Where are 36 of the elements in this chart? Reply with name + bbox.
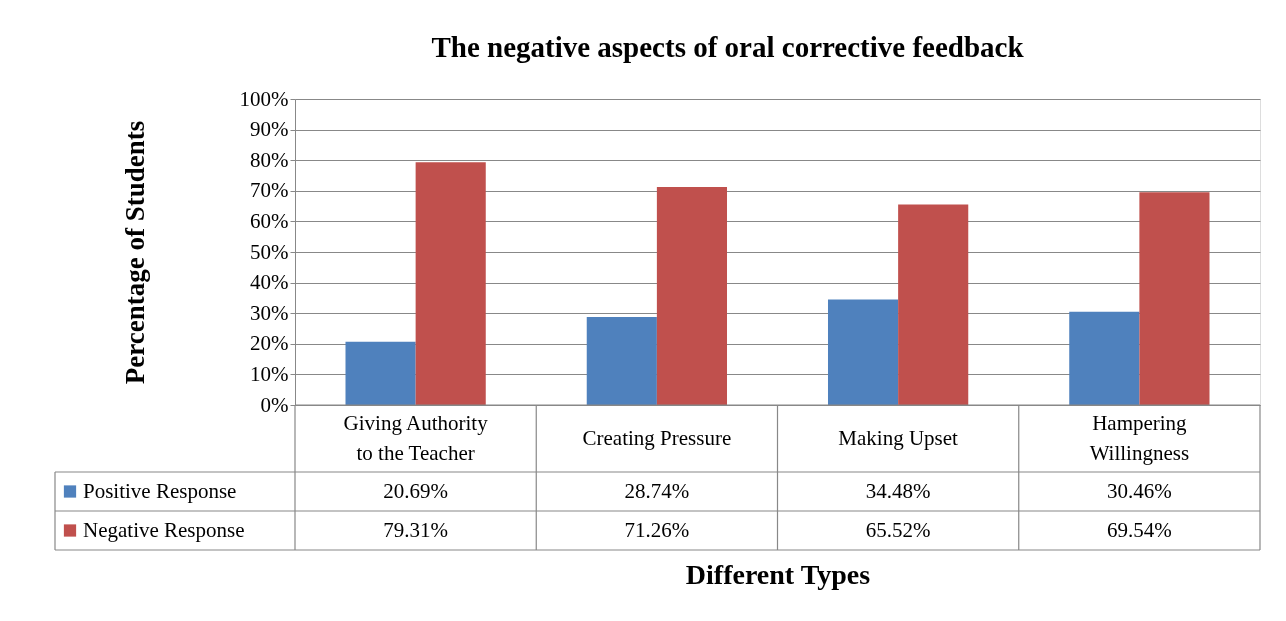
y-tick-label: 10% [250,361,289,386]
bar [586,317,657,405]
data-label: 71.26% [624,517,690,542]
x-tick-label: Creating Pressure [582,425,732,450]
data-label: 28.74% [624,478,690,503]
x-axis-title: Different Types [685,558,871,590]
data-label: 34.48% [865,478,931,503]
x-tick-label: Giving Authority to the Teacher [343,410,489,465]
y-tick-label: 30% [250,300,289,325]
data-label: 69.54% [1107,517,1172,542]
bar [1069,311,1140,405]
legend-label: Positive Response [83,478,237,503]
bar [345,341,416,405]
y-tick-label: 90% [250,117,289,142]
y-tick-label: 60% [250,208,289,233]
chart-title: The negative aspects of oral corrective feedback [431,31,1025,63]
y-tick-label: 0% [260,392,289,417]
bar [1139,192,1210,405]
bar [898,204,969,405]
x-tick-label: Making Upset [838,425,959,450]
y-tick-label: 20% [250,331,289,356]
y-axis-title: Percentage of Students [119,120,150,385]
y-tick-label: 80% [250,147,289,172]
data-label: 30.46% [1107,478,1172,503]
y-tick-label: 50% [250,239,289,264]
bar [827,299,899,405]
data-label: 79.31% [383,517,448,542]
bar [415,162,486,405]
y-tick-label: 70% [250,178,289,203]
legend-label: Negative Response [83,517,245,542]
y-tick-label: 40% [250,270,289,295]
y-tick-label: 100% [239,86,289,111]
bar [656,186,728,405]
data-label: 65.52% [865,517,931,542]
x-tick-label: Hampering Willingness [1089,410,1190,465]
data-label: 20.69% [383,478,448,503]
